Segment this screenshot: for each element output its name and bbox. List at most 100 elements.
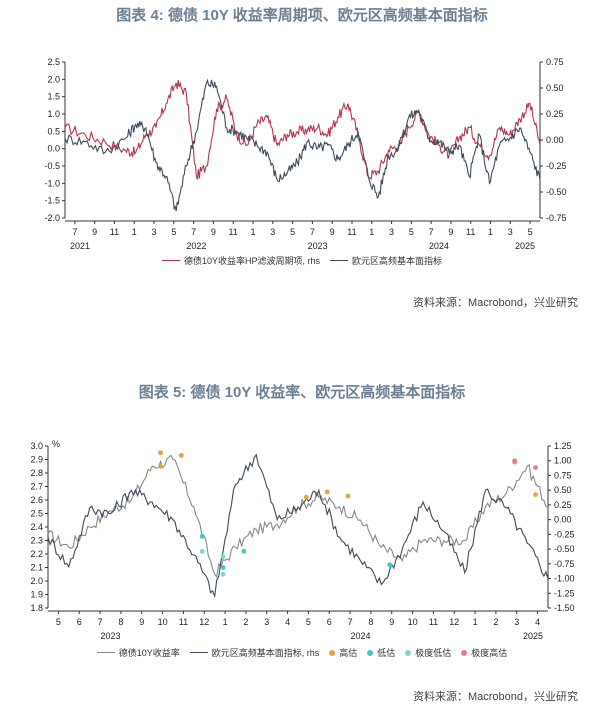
- x-month-label: 11: [466, 227, 475, 237]
- chart2-legend-label-3: 低估: [377, 648, 396, 658]
- x-month-label: 9: [330, 227, 335, 237]
- x-month-label: 3: [514, 617, 519, 627]
- marker-point-0: [158, 450, 163, 456]
- right-tick-label: -0.25: [554, 529, 575, 539]
- x-month-label: 5: [171, 227, 176, 237]
- x-month-label: 3: [389, 227, 394, 237]
- x-year-label: 2024: [429, 241, 449, 251]
- right-tick-label: 0.50: [546, 83, 564, 93]
- series-line-0: [47, 454, 549, 579]
- x-year-label: 2025: [523, 631, 543, 641]
- right-tick-label: 1.25: [554, 441, 572, 451]
- x-month-label: 1: [369, 227, 374, 237]
- chart2-legend-label-1: 欧元区高频基本面指标, rhs: [211, 648, 320, 658]
- chart2-legend-label-2: 高估: [339, 648, 358, 658]
- right-tick-label: -0.50: [554, 544, 575, 554]
- x-year-label: 2022: [186, 241, 206, 251]
- legend-dot-cyan-icon: [367, 649, 374, 656]
- x-month-label: 1: [488, 227, 493, 237]
- chart2-legend-item-5: 极度高估: [461, 646, 507, 659]
- marker-point-0: [178, 453, 184, 458]
- left-unit-label: %: [52, 439, 60, 449]
- chart1-source: 资料来源：Macrobond，兴业研究: [412, 297, 578, 309]
- left-tick-label: -2.0: [44, 213, 60, 223]
- x-month-label: 6: [327, 617, 332, 627]
- x-month-label: 9: [139, 617, 144, 627]
- right-tick-label: 1.00: [554, 456, 572, 466]
- marker-point-0: [533, 492, 538, 497]
- series-line-1: [64, 78, 541, 212]
- left-tick-label: 2.2: [30, 549, 43, 559]
- x-month-label: 11: [229, 227, 238, 237]
- left-tick-label: 1.0: [47, 109, 60, 119]
- x-month-label: 8: [118, 617, 123, 627]
- marker-point-0: [303, 494, 309, 500]
- chart1-legend-item-0: 德债10Y收益率HP滤波周期项, rhs: [161, 254, 320, 267]
- marker-point-0: [158, 463, 163, 469]
- x-month-label: 7: [348, 617, 353, 627]
- right-tick-label: 0.50: [554, 485, 572, 495]
- left-tick-label: 1.9: [30, 590, 43, 600]
- right-tick-label: -1.50: [554, 603, 575, 613]
- x-month-label: 11: [347, 227, 356, 237]
- x-month-label: 7: [98, 617, 103, 627]
- x-month-label: 5: [306, 617, 311, 627]
- chart2-legend-item-3: 低估: [367, 646, 395, 659]
- x-month-label: 7: [191, 227, 196, 237]
- marker-point-2: [199, 548, 205, 554]
- x-month-label: 5: [409, 227, 414, 237]
- legend-line-red-icon: [161, 260, 180, 261]
- chart1-title: 图表 4: 德债 10Y 收益率周期项、欧元区高频基本面指标: [116, 7, 488, 24]
- left-tick-label: 2.0: [47, 74, 60, 84]
- x-year-label: 2024: [350, 631, 370, 641]
- marker-point-1: [220, 565, 226, 570]
- right-tick-label: 0.75: [546, 57, 564, 67]
- right-tick-label: -0.25: [546, 161, 567, 171]
- marker-point-2: [220, 554, 226, 560]
- x-month-label: 2: [493, 617, 498, 627]
- x-month-label: 5: [290, 227, 295, 237]
- right-tick-label: 0.25: [554, 500, 572, 510]
- x-year-label: 2023: [308, 241, 328, 251]
- x-month-label: 3: [152, 227, 157, 237]
- x-month-label: 4: [535, 617, 540, 627]
- x-year-label: 2021: [70, 241, 90, 251]
- chart2-plot: 1.8 1.9 2.0 2.1 2.2 2.3 2.4 2.5 2.6 2.7 2.8 2.9 3.0 -…: [30, 439, 575, 641]
- series-line-1: [47, 453, 549, 599]
- chart2-legend-label-0: 德债10Y收益率: [118, 648, 180, 658]
- left-tick-label: 0.5: [47, 126, 60, 136]
- chart2-legend-item-4: 极度低估: [405, 646, 451, 659]
- left-tick-label: 1.8: [30, 603, 43, 613]
- chart1-legend: 德债10Y收益率HP滤波周期项, rhs 欧元区高频基本面指标: [0, 254, 604, 267]
- x-month-label: 5: [56, 617, 61, 627]
- right-tick-label: -0.75: [546, 213, 567, 223]
- x-month-label: 6: [77, 617, 82, 627]
- chart2-legend-label-4: 极度低估: [415, 648, 452, 658]
- chart1-legend-label-1: 欧元区高频基本面指标: [352, 256, 443, 266]
- legend-line-dark-icon: [189, 652, 208, 653]
- chart1-legend-item-1: 欧元区高频基本面指标: [330, 254, 442, 267]
- x-month-label: 9: [448, 227, 453, 237]
- x-month-label: 9: [92, 227, 97, 237]
- chart2-legend-item-2: 高估: [329, 646, 357, 659]
- chart1-legend-label-0: 德债10Y收益率HP滤波周期项, rhs: [183, 256, 320, 266]
- marker-point-1: [199, 534, 205, 539]
- legend-line-gray-icon: [96, 652, 115, 653]
- left-tick-label: 0.0: [47, 144, 60, 154]
- x-month-label: 7: [310, 227, 315, 237]
- x-month-label: 1: [473, 617, 478, 627]
- x-year-label: 2025: [515, 241, 535, 251]
- right-tick-label: -0.50: [546, 187, 567, 197]
- series-line-0: [64, 80, 541, 181]
- x-month-label: 7: [72, 227, 77, 237]
- marker-point-1: [241, 548, 247, 554]
- legend-dot-lightcyan-icon: [405, 649, 412, 656]
- x-month-label: 4: [285, 617, 290, 627]
- left-tick-label: 2.5: [47, 57, 60, 67]
- x-month-label: 1: [132, 227, 137, 237]
- left-tick-label: 2.0: [30, 576, 43, 586]
- chart2-legend-label-5: 极度高估: [471, 648, 508, 658]
- right-tick-label: -1.00: [554, 574, 575, 584]
- chart2-legend-item-1: 欧元区高频基本面指标, rhs: [189, 646, 320, 659]
- chart1-plot: -2.0 -1.5 -1.0 -0.5 0.0 0.5 1.0 1.5 2.0 2.5 -0.75 -…: [44, 57, 567, 251]
